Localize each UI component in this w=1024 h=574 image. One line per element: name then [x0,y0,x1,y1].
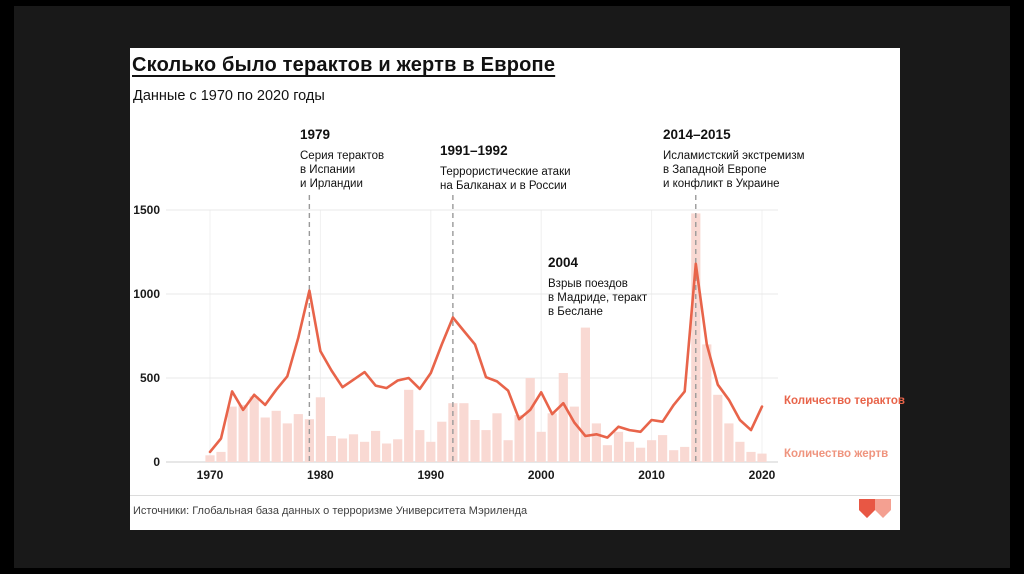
attacks-line [208,262,764,454]
annotation-text: на Балканах и в России [440,180,567,192]
victims-bar [260,417,270,462]
victims-bar [492,413,502,462]
chart-plot [166,195,778,463]
victims-bar [393,439,403,462]
chart-card: Сколько было терактов и жертв в Европе Д… [130,48,905,530]
annotation-text: Террористические атаки [440,166,571,178]
victims-bar [757,453,767,462]
victims-bar [536,431,546,462]
victims-bar [315,397,325,462]
victims-bar [713,394,723,462]
annotation-text: Исламистский экстремизм [663,150,805,162]
victims-bar [404,389,414,462]
victims-bar [360,441,370,462]
victims-bar [415,430,425,462]
victims-bar [249,396,259,462]
victims-bar [459,403,469,462]
legend-victims: Количество жертв [784,448,889,460]
annotation-text: в Испании [300,164,356,176]
victims-bar [702,344,712,462]
victims-bar [371,430,381,462]
victims-bar [724,423,734,462]
victims-bar [647,440,657,462]
annotation-year: 1979 [300,127,331,142]
victims-bar [591,423,601,462]
victims-bar [746,451,756,462]
victims-bar [470,420,480,462]
source-text: Источники: Глобальная база данных о терр… [133,505,528,517]
victims-bar [558,373,568,462]
victims-bar [735,441,745,462]
victims-bar [658,435,668,462]
victims-bar [205,455,215,462]
source-divider [130,495,900,496]
victims-bar [216,451,226,462]
legend-attacks: Количество терактов [784,395,905,407]
annotation-year: 1991–1992 [440,143,508,158]
victims-bar [547,413,557,462]
victims-bar [602,445,612,462]
annotation-text: в Беслане [548,306,603,318]
annotation-text: в Мадриде, теракт [548,292,648,304]
victims-bar [503,440,513,462]
victims-bar [426,441,436,462]
annotation-2014-2015: 2014–2015 Исламистский экстремизм в Запа… [663,128,805,191]
victims-bar [580,327,590,462]
victims-bar [691,213,701,462]
victims-bar [293,414,303,462]
chart-title: Сколько было терактов и жертв в Европе [132,54,556,76]
meduza-logo-shape-dark [859,499,875,518]
victims-bar [282,423,292,462]
victims-bar [624,441,635,462]
annotation-text: и конфликт в Украине [663,178,780,190]
annotation-year: 2014–2015 [663,127,731,142]
annotation-text: Взрыв поездов [548,278,628,290]
victims-bar [636,447,646,462]
victims-bar [437,421,447,462]
annotation-text: и Ирландии [300,178,363,190]
victims-bar [525,378,535,462]
victims-bar [669,450,679,462]
annotation-text: в Западной Европе [663,164,767,176]
meduza-logo [859,499,891,518]
victims-bar [348,434,359,462]
annotation-text: Серия терактов [300,150,385,162]
chart-subtitle: Данные с 1970 по 2020 годы [133,88,325,104]
victims-bar [271,410,281,462]
annotation-year: 2004 [548,255,579,270]
victims-bar [569,406,579,462]
annotation-1979: 1979 Серия терактов в Испании и Ирландии [300,128,384,191]
victims-bar [382,443,392,462]
victims-bar [227,406,237,462]
annotation-1991-1992: 1991–1992 Террористические атаки на Балк… [440,144,571,193]
victims-bar [337,438,348,462]
victims-bar [514,415,524,462]
victims-bar [238,404,248,462]
victims-bar [481,430,491,462]
annotation-2004: 2004 Взрыв поездов в Мадриде, теракт в Б… [548,256,647,319]
victims-bar [613,431,624,462]
victims-bar [680,446,690,462]
victims-bar [326,436,336,462]
